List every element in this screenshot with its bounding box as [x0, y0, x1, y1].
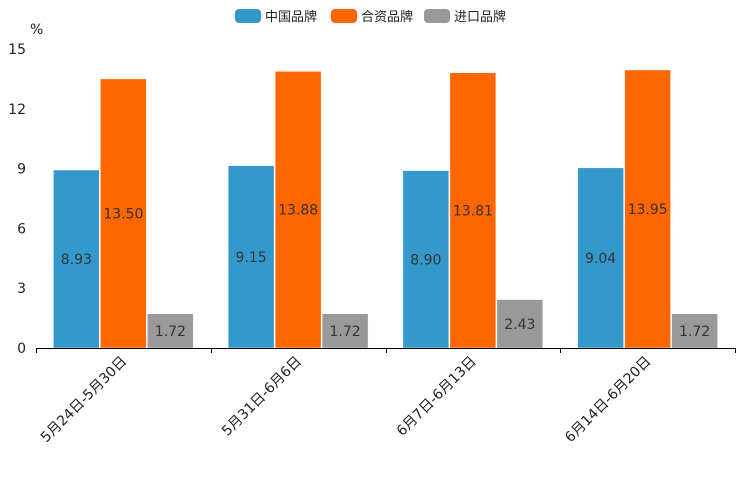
bar-value-label: 13.88	[278, 203, 318, 219]
legend-label: 合资品牌	[361, 9, 413, 25]
bar[interactable]	[449, 72, 497, 349]
x-axis: 5月24日-5月30日 5月31日-6月6日 6月7日-6月13日 6月14日-6月2…	[36, 348, 736, 446]
legend-label: 中国品牌	[265, 9, 317, 25]
bar-value-label: 8.93	[61, 252, 92, 268]
bar-value-label: 9.04	[585, 251, 616, 267]
bar-value-label: 1.72	[679, 324, 710, 340]
x-category-label: 6月7日-6月13日	[394, 354, 480, 440]
legend-swatch	[424, 9, 450, 23]
bar[interactable]	[147, 313, 194, 349]
bar-value-label: 1.72	[155, 324, 186, 340]
legend: 中国品牌 合资品牌 进口品牌	[235, 9, 506, 25]
legend-label: 进口品牌	[454, 9, 506, 25]
y-tick-label: 12	[8, 102, 26, 118]
legend-swatch	[331, 9, 357, 23]
bar[interactable]	[227, 165, 275, 349]
bar-value-label: 8.90	[410, 252, 441, 268]
bar-value-label: 9.15	[236, 250, 267, 266]
y-tick-label: 9	[17, 162, 26, 178]
bar-value-label: 13.95	[628, 202, 668, 218]
bars: 8.93 13.50 1.72 9.15 13.88 1.72 8.90 13.81 2.43 9…	[53, 69, 718, 349]
bar-value-label: 1.72	[330, 324, 361, 340]
legend-item[interactable]: 中国品牌	[235, 9, 317, 25]
y-axis-ticks: 0 3 6 9 12 15	[8, 42, 26, 357]
bar[interactable]	[577, 167, 624, 349]
bar-value-label: 2.43	[504, 317, 535, 333]
x-category-label: 5月31日-6月6日	[219, 354, 305, 440]
bar-value-label: 13.81	[453, 203, 493, 219]
y-tick-label: 3	[17, 281, 26, 297]
y-tick-label: 0	[17, 341, 26, 357]
legend-swatch	[235, 9, 261, 23]
bar-value-label: 13.50	[103, 206, 143, 222]
bar[interactable]	[274, 71, 322, 349]
y-tick-label: 6	[17, 221, 26, 237]
bar[interactable]	[53, 169, 100, 349]
x-category-label: 6月14日-6月20日	[562, 354, 654, 446]
bar[interactable]	[624, 69, 671, 349]
bar[interactable]	[402, 170, 450, 349]
legend-item[interactable]: 合资品牌	[331, 9, 413, 25]
x-category-label: 5月24日-5月30日	[38, 354, 130, 446]
bar[interactable]	[671, 313, 718, 349]
y-axis-unit-label: %	[30, 22, 43, 38]
y-tick-label: 15	[8, 42, 26, 58]
bar[interactable]	[100, 78, 147, 349]
legend-item[interactable]: 进口品牌	[424, 9, 506, 25]
bar[interactable]	[321, 313, 369, 349]
